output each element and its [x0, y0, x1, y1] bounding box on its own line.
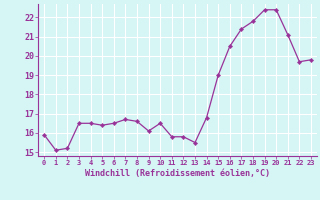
X-axis label: Windchill (Refroidissement éolien,°C): Windchill (Refroidissement éolien,°C) [85, 169, 270, 178]
